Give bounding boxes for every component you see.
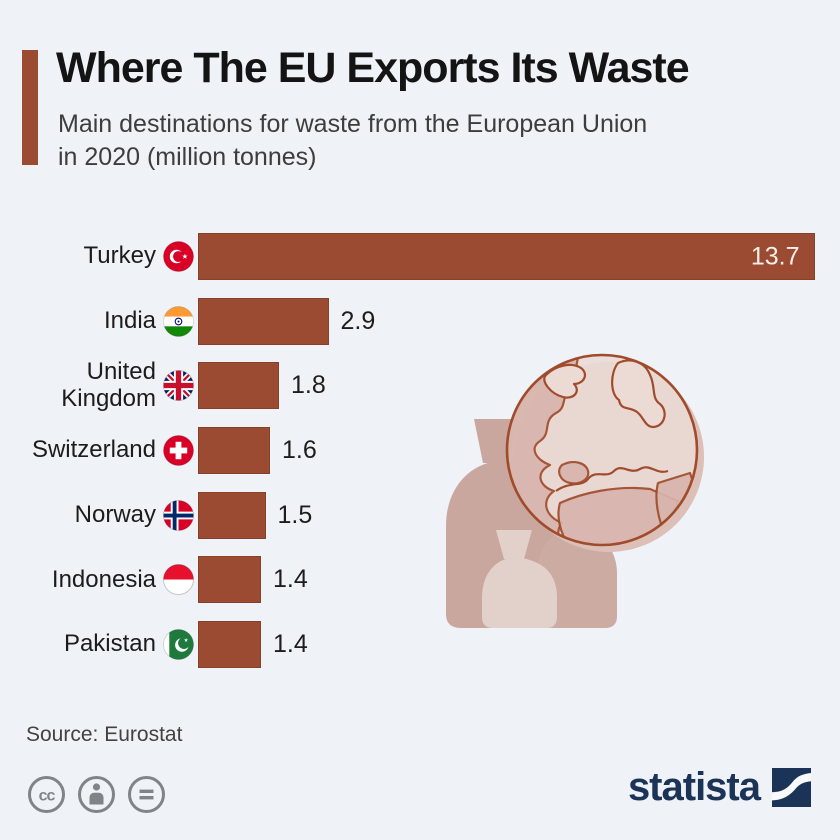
bar-row-indonesia: Indonesia 1.4: [0, 556, 840, 604]
country-label: India: [103, 306, 156, 334]
country-label: Switzerland: [31, 436, 156, 464]
bar-chart: Turkey 13.7 India: [0, 233, 840, 686]
flag-united-kingdom-icon: [163, 370, 194, 402]
country-label: Pakistan: [63, 630, 156, 658]
bar-row-india: India 2.9: [0, 297, 840, 345]
country-label: Turkey: [83, 242, 156, 270]
flag-turkey-icon: [163, 241, 194, 272]
bar-row-united-kingdom: United Kingdom 1.8: [0, 358, 840, 412]
value-label: 13.7: [750, 242, 800, 270]
flag-norway-icon: [163, 499, 194, 531]
no-derivatives-icon[interactable]: [126, 774, 167, 815]
value-label: 1.8: [291, 371, 326, 400]
value-label: 1.4: [273, 565, 308, 594]
value-label: 1.6: [282, 436, 317, 465]
country-label: Norway: [74, 500, 156, 528]
bar: [198, 491, 266, 539]
value-label: 1.4: [273, 630, 308, 659]
bar: [198, 427, 270, 475]
bar-row-pakistan: Pakistan 1.4: [0, 621, 840, 669]
bar: 13.7: [198, 233, 815, 280]
bar: [198, 621, 261, 669]
bar: [198, 297, 329, 345]
bar-row-switzerland: Switzerland 1.6: [0, 427, 840, 475]
country-label: Indonesia: [51, 565, 156, 593]
subtitle-line-1: Main destinations for waste from the Eur…: [58, 110, 648, 138]
statista-logo[interactable]: statista: [627, 765, 811, 809]
value-label: 2.9: [340, 306, 376, 335]
subtitle-line-2: in 2020 (million tonnes): [58, 142, 317, 171]
globe-icon: [505, 353, 704, 552]
page-title: Where The EU Exports Its Waste: [56, 44, 690, 92]
value-label: 1.5: [277, 500, 313, 529]
creative-commons-icon[interactable]: cc: [26, 774, 67, 815]
flag-india-icon: [163, 305, 194, 337]
country-label: United Kingdom: [61, 358, 156, 412]
attribution-icon[interactable]: [76, 774, 117, 815]
bar-row-turkey: Turkey 13.7: [0, 233, 840, 280]
waste-bag-icon: [482, 530, 557, 628]
source-text: Source: Eurostat: [26, 723, 183, 746]
cc-license-icons: cc: [26, 774, 167, 815]
bar-row-norway: Norway 1.5: [0, 491, 840, 539]
bar: [198, 362, 279, 410]
cc-label: cc: [39, 788, 56, 805]
title-accent-bar: [22, 50, 38, 165]
flag-pakistan-icon: [163, 629, 194, 661]
statista-logo-mark[interactable]: [772, 768, 811, 807]
page-subtitle: Main destinations for waste from the Eur…: [58, 108, 758, 173]
flag-indonesia-icon: [163, 564, 194, 596]
statista-wordmark[interactable]: statista: [627, 765, 761, 809]
globe-waste-illustration: [446, 353, 704, 628]
bar: [198, 556, 261, 604]
flag-switzerland-icon: [163, 435, 194, 467]
